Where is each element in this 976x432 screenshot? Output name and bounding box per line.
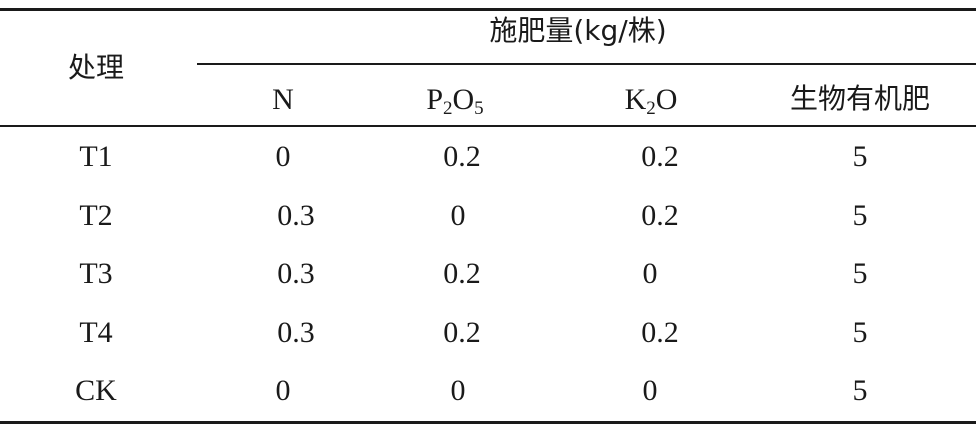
cell-organic: 5 (852, 374, 868, 407)
row-label: CK (75, 374, 117, 407)
cell-k2o: 0.2 (641, 140, 679, 173)
col-header-k2o: K2O (624, 83, 678, 119)
cell-k2o: 0 (642, 257, 658, 290)
group-header: 施肥量(kg/株) (489, 14, 667, 47)
cell-p2o5: 0.2 (443, 316, 481, 349)
cell-p2o5: 0.2 (443, 140, 481, 173)
col-header-organic: 生物有机肥 (789, 82, 931, 115)
cell-p2o5: 0 (450, 374, 466, 407)
k2o-sub1: 2 (646, 98, 656, 119)
cell-k2o: 0.2 (641, 316, 679, 349)
cell-organic: 5 (852, 316, 868, 349)
col-header-p2o5: P2O5 (426, 83, 483, 119)
p2o5-sub2: 5 (474, 98, 484, 119)
cell-organic: 5 (852, 199, 868, 232)
k2o-base2: O (655, 83, 678, 116)
col-header-n: N (272, 83, 294, 116)
row-header: 处理 (67, 51, 125, 84)
cell-n: 0 (275, 140, 291, 173)
row-label: T2 (79, 199, 113, 232)
cell-k2o: 0 (642, 374, 658, 407)
header-rule (0, 125, 976, 127)
row-label: T4 (79, 316, 113, 349)
k2o-base1: K (624, 83, 647, 116)
group-rule (197, 63, 976, 65)
cell-n: 0.3 (277, 199, 315, 232)
p2o5-base2: O (452, 83, 475, 116)
cell-p2o5: 0.2 (443, 257, 481, 290)
cell-n: 0 (275, 374, 291, 407)
cell-n: 0.3 (277, 257, 315, 290)
cell-k2o: 0.2 (641, 199, 679, 232)
top-rule (0, 8, 976, 11)
row-label: T1 (79, 140, 113, 173)
p2o5-sub1: 2 (443, 98, 453, 119)
row-label: T3 (79, 257, 113, 290)
cell-organic: 5 (852, 140, 868, 173)
bottom-rule (0, 421, 976, 424)
cell-p2o5: 0 (450, 199, 466, 232)
p2o5-base1: P (426, 83, 444, 116)
cell-n: 0.3 (277, 316, 315, 349)
cell-organic: 5 (852, 257, 868, 290)
